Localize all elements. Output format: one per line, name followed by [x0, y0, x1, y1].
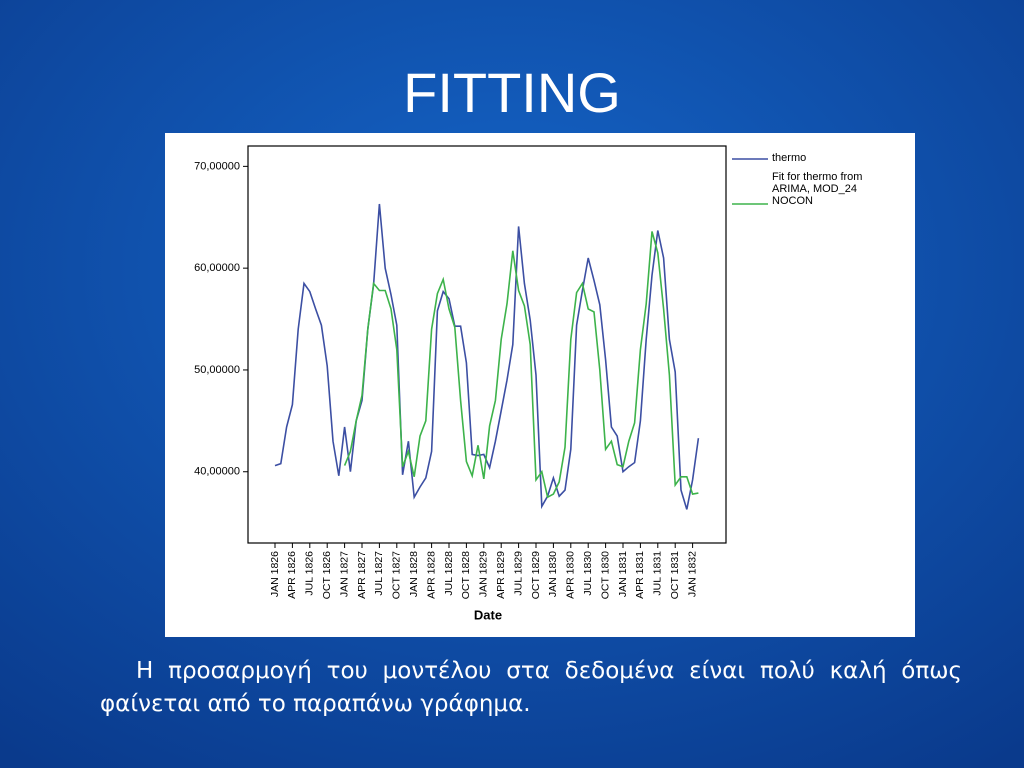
x-tick-label: JAN 1827: [338, 551, 350, 597]
x-tick-label: OCT 1827: [391, 551, 403, 599]
x-tick-label: APR 1831: [634, 551, 646, 599]
x-tick-label: JUL 1829: [512, 551, 524, 596]
series-line: [343, 231, 699, 499]
x-tick-label: APR 1827: [356, 551, 368, 599]
series-line: [274, 203, 700, 510]
x-tick-label: JAN 1831: [617, 551, 629, 597]
x-tick-label: JUL 1826: [304, 551, 316, 596]
y-tick-label: 70,00000: [194, 160, 240, 172]
x-tick-label: JUL 1827: [373, 551, 385, 596]
x-tick-label: JAN 1830: [547, 551, 559, 597]
x-tick-label: JAN 1829: [478, 551, 490, 597]
x-tick-label: JAN 1828: [408, 551, 420, 597]
y-tick-label: 40,00000: [194, 466, 240, 478]
x-tick-label: OCT 1830: [599, 551, 611, 599]
legend-entry: Fit for thermo from ARIMA, MOD_24 NOCON: [772, 171, 863, 207]
x-tick-label: APR 1830: [565, 551, 577, 599]
x-tick-label: JUL 1830: [582, 551, 594, 596]
legend-entry: thermo: [772, 152, 807, 164]
x-tick-label: APR 1828: [425, 551, 437, 599]
legend-label: Fit for thermo from ARIMA, MOD_24 NOCON: [772, 171, 863, 207]
x-axis-label: Date: [474, 607, 502, 622]
x-tick-label: JUL 1828: [443, 551, 455, 596]
plot-frame: [247, 145, 727, 544]
x-tick-label: OCT 1826: [321, 551, 333, 599]
x-tick-label: OCT 1831: [669, 551, 681, 599]
y-tick-label: 60,00000: [194, 262, 240, 274]
x-tick-label: APR 1829: [495, 551, 507, 599]
legend-label: thermo: [772, 152, 807, 164]
x-tick-label: OCT 1829: [530, 551, 542, 599]
body-text: Η προσαρμογή του μοντέλου στα δεδομένα ε…: [100, 658, 962, 717]
x-tick-label: JAN 1832: [686, 551, 698, 597]
x-tick-label: APR 1826: [286, 551, 298, 599]
x-tick-label: JAN 1826: [269, 551, 281, 597]
y-tick-label: 50,00000: [194, 364, 240, 376]
chart-panel: [165, 133, 915, 637]
x-tick-label: OCT 1828: [460, 551, 472, 599]
x-tick-label: JUL 1831: [652, 551, 664, 596]
slide-title: FITTING: [403, 61, 621, 124]
